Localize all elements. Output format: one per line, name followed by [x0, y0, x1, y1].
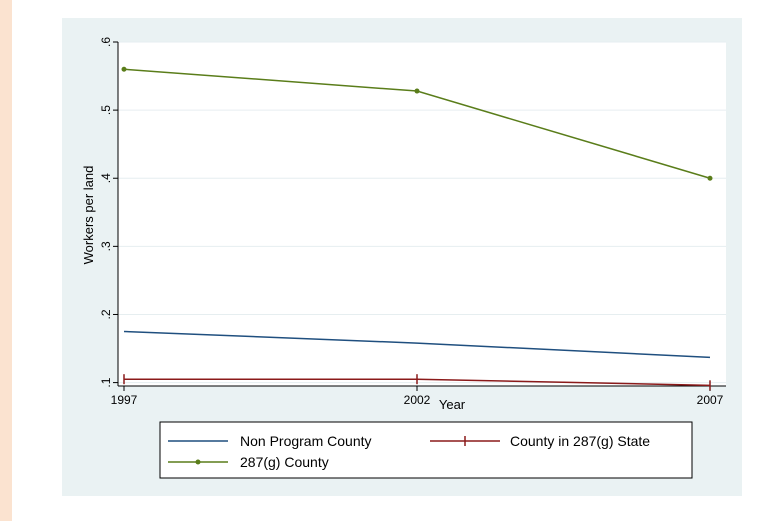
- y-tick-label: .6: [99, 37, 113, 47]
- y-tick-label: .5: [99, 105, 113, 115]
- line-chart: .1 .2 .3 .4 .5 .6 1997 2002 2007 Year Workers p…: [81, 37, 726, 479]
- legend-label-non-program: Non Program County: [240, 433, 372, 449]
- series-line-0: [123, 330, 711, 359]
- legend: Non Program County County in 287(g) Stat…: [159, 421, 693, 479]
- x-axis-ticks: 1997 2002 2007: [111, 386, 724, 407]
- legend-box: [159, 421, 693, 479]
- legend-marker-287g-county: [195, 459, 201, 465]
- y-tick-label: .1: [99, 377, 113, 387]
- grid-lines: [118, 41, 726, 384]
- series-lines: [121, 66, 713, 391]
- plot-area: [118, 42, 726, 386]
- chart-panel: .1 .2 .3 .4 .5 .6 1997 2002 2007 Year Workers p…: [62, 18, 742, 496]
- page-border: [0, 0, 12, 521]
- data-point: [707, 175, 713, 181]
- y-tick-label: .2: [99, 309, 113, 319]
- legend-label-287g-county: 287(g) County: [240, 454, 329, 470]
- y-axis-title: Workers per land: [81, 166, 96, 265]
- y-tick-label: .3: [99, 241, 113, 251]
- x-tick-label: 1997: [111, 393, 138, 407]
- data-point: [414, 88, 420, 94]
- legend-label-287g-state: County in 287(g) State: [510, 433, 650, 449]
- x-tick-label: 2002: [404, 393, 431, 407]
- x-tick-label: 2007: [697, 393, 724, 407]
- data-point: [121, 66, 127, 72]
- y-tick-label: .4: [99, 173, 113, 183]
- x-axis-title: Year: [439, 397, 466, 412]
- y-axis-ticks: .1 .2 .3 .4 .5 .6: [99, 37, 118, 388]
